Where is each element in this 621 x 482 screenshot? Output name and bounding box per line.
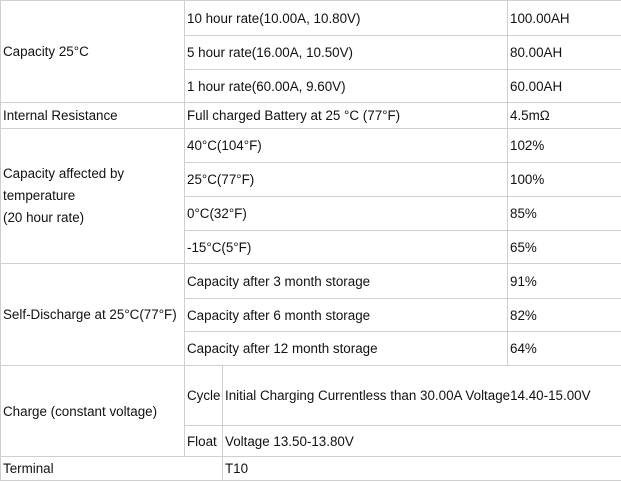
table-row: Float Voltage 13.50-13.80V (1, 425, 621, 457)
self-discharge-condition: Capacity after 6 month storage (183, 298, 509, 332)
self-discharge-condition: Capacity after 12 month storage (183, 331, 509, 366)
terminal-label: Terminal (0, 456, 223, 481)
table-row: 0°C(32°F) 85% (1, 196, 621, 231)
temperature-value: 100% (507, 162, 621, 197)
self-discharge-value: 64% (507, 331, 621, 366)
temperature-condition: 0°C(32°F) (183, 196, 509, 231)
table-row: Charge (constant voltage) Cycle Initial … (0, 365, 621, 457)
table-row: Capacity after 12 month storage 64% (1, 331, 621, 366)
terminal-value: T10 (221, 456, 621, 481)
charge-label: Charge (constant voltage) (0, 365, 185, 457)
capacity-value: 100.00AH (507, 0, 621, 36)
capacity-value: 80.00AH (507, 35, 621, 70)
charge-cycle-label: Cycle (184, 365, 223, 426)
table-row: -15°C(5°F) 65% (1, 230, 621, 264)
temperature-label: Capacity affected by temperature (20 hou… (0, 128, 185, 264)
temperature-condition: 40°C(104°F) (183, 128, 509, 163)
capacity-condition: 10 hour rate(10.00A, 10.80V) (183, 0, 509, 36)
table-row: 25°C(77°F) 100% (1, 162, 621, 197)
temperature-condition: -15°C(5°F) (183, 230, 509, 264)
charge-float-label: Float (184, 425, 223, 457)
table-row: Terminal T10 (0, 456, 621, 481)
table-row: Self-Discharge at 25°C(77°F) Capacity af… (0, 263, 621, 366)
table-row: Capacity 25°C 10 hour rate(10.00A, 10.80… (0, 0, 621, 103)
capacity-condition: 5 hour rate(16.00A, 10.50V) (183, 35, 509, 70)
self-discharge-value: 82% (507, 298, 621, 332)
temperature-value: 85% (507, 196, 621, 231)
internal-resistance-value: 4.5mΩ (507, 102, 621, 129)
temperature-value: 65% (507, 230, 621, 264)
capacity-value: 60.00AH (507, 69, 621, 103)
self-discharge-condition: Capacity after 3 month storage (183, 263, 509, 299)
internal-resistance-label: Internal Resistance (0, 102, 185, 129)
charge-cycle-text: Initial Charging Currentless than 30.00A… (221, 365, 621, 426)
capacity-label: Capacity 25°C (0, 0, 185, 103)
self-discharge-value: 91% (507, 263, 621, 299)
self-discharge-label: Self-Discharge at 25°C(77°F) (0, 263, 185, 366)
table-row: Capacity affected by temperature (20 hou… (0, 128, 621, 264)
charge-float-text: Voltage 13.50-13.80V (221, 425, 621, 457)
temperature-label-line2: (20 hour rate) (3, 210, 85, 225)
table-row: Capacity after 6 month storage 82% (1, 298, 621, 332)
temperature-condition: 25°C(77°F) (183, 162, 509, 197)
temperature-value: 102% (507, 128, 621, 163)
capacity-condition: 1 hour rate(60.00A, 9.60V) (183, 69, 509, 103)
internal-resistance-condition: Full charged Battery at 25 °C (77°F) (183, 102, 509, 129)
table-row: 5 hour rate(16.00A, 10.50V) 80.00AH (1, 35, 621, 70)
temperature-label-line1: Capacity affected by temperature (3, 166, 125, 203)
table-row: Internal Resistance Full charged Battery… (0, 102, 621, 129)
